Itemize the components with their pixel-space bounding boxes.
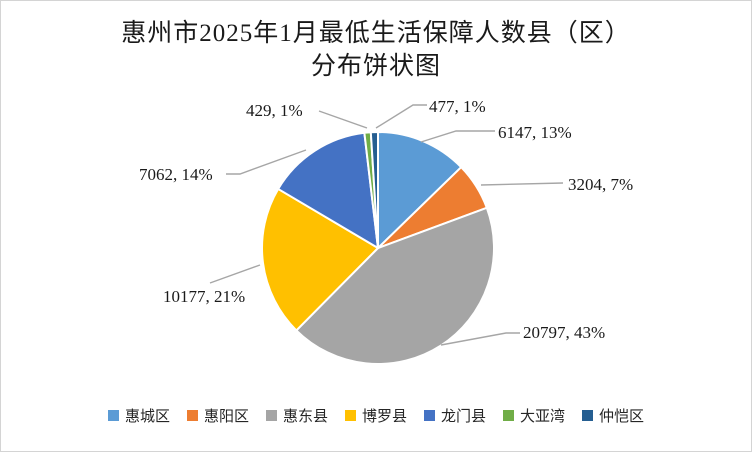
legend-label-zhongkai: 仲恺区 [599, 409, 645, 425]
chart-title-line2: 分布饼状图 [310, 53, 441, 80]
legend-item-huidong: 惠东县 [265, 405, 328, 426]
legend-item-huiyang: 惠阳区 [186, 405, 249, 426]
leader-line-huidong [440, 332, 520, 346]
legend-label-boluo: 博罗县 [361, 409, 407, 425]
leader-line-huicheng [420, 130, 495, 143]
legend-item-longmen: 龙门县 [424, 405, 486, 426]
legend-label-huidong: 惠东县 [282, 409, 328, 425]
legend-label-longmen: 龙门县 [441, 409, 487, 425]
leader-line-zhongkai [375, 104, 427, 129]
pie-slice-boluo [261, 187, 379, 332]
pie-slice-longmen [277, 131, 379, 249]
legend-item-zhongkai: 仲恺区 [582, 405, 644, 426]
legend-label-dayawan: 大亚湾 [520, 409, 566, 425]
chart-title: 惠州市2025年1月最低生活保障人数县（区） 分布饼状图 [1, 17, 751, 83]
slice-label-huidong: 20797, 43% [523, 323, 606, 342]
slice-label-huiyang: 3204, 7% [568, 175, 634, 194]
legend-swatch-huiyang [186, 410, 198, 421]
leader-line-huiyang [480, 182, 564, 186]
slice-label-boluo: 10177, 21% [163, 287, 246, 306]
leader-line-boluo [209, 264, 261, 284]
legend-swatch-huidong [265, 410, 277, 421]
chart-title-line1: 惠州市2025年1月最低生活保障人数县（区） [121, 20, 631, 47]
legend-swatch-dayawan [503, 410, 515, 421]
legend-label-huiyang: 惠阳区 [203, 409, 249, 425]
pie-slice-huidong [295, 206, 495, 365]
legend-swatch-huicheng [107, 410, 119, 421]
leader-line-dayawan [318, 110, 368, 129]
slice-label-huicheng: 6147, 13% [498, 123, 572, 142]
slice-label-longmen: 7062, 14% [139, 165, 213, 184]
legend-swatch-longmen [424, 410, 435, 421]
legend-item-boluo: 博罗县 [344, 405, 407, 426]
legend-item-huicheng: 惠城区 [107, 405, 170, 426]
slice-label-zhongkai: 477, 1% [429, 97, 486, 116]
chart-legend: 惠城区 惠阳区 惠东县 博罗县 龙门县 大亚湾 仲恺区 [1, 405, 751, 426]
legend-label-huicheng: 惠城区 [124, 409, 170, 425]
slice-label-dayawan: 429, 1% [246, 101, 303, 120]
legend-swatch-boluo [344, 410, 356, 421]
legend-swatch-zhongkai [582, 410, 594, 421]
pie-slice-zhongkai [369, 130, 379, 249]
legend-item-dayawan: 大亚湾 [503, 405, 565, 426]
leader-line-longmen [226, 149, 307, 175]
